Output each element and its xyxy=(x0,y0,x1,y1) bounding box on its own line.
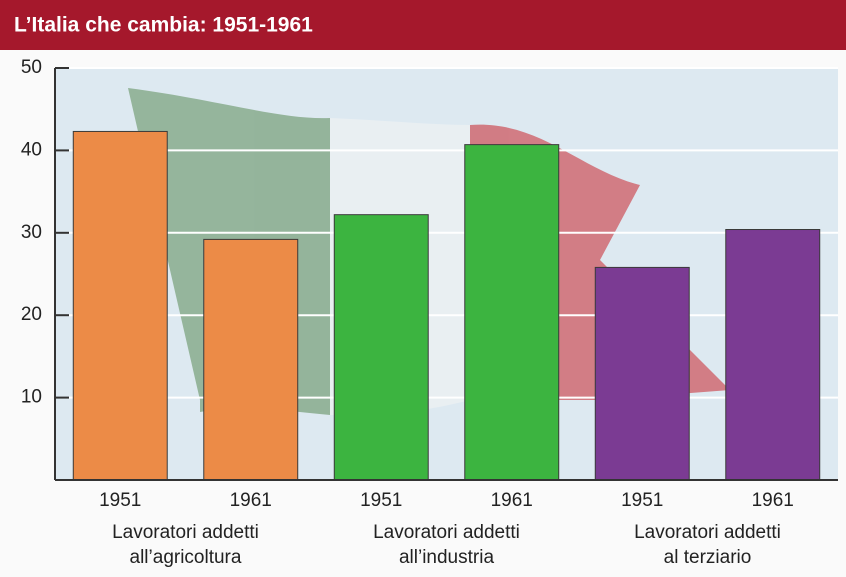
y-tick-label: 20 xyxy=(21,304,42,325)
bar xyxy=(73,131,167,480)
group-label: al terziario xyxy=(664,547,752,568)
y-tick-label: 50 xyxy=(21,57,42,78)
bar xyxy=(595,267,689,480)
bar xyxy=(465,145,559,480)
bar xyxy=(726,230,820,480)
group-label: Lavoratori addetti xyxy=(634,522,781,543)
group-label: Lavoratori addetti xyxy=(373,522,520,543)
bar xyxy=(204,239,298,480)
y-tick-label: 10 xyxy=(21,387,42,408)
group-label: all’industria xyxy=(399,547,494,568)
y-tick-label: 30 xyxy=(21,222,42,243)
group-label: Lavoratori addetti xyxy=(112,522,259,543)
chart-title: L’Italia che cambia: 1951-1961 xyxy=(14,14,313,37)
bar xyxy=(334,215,428,480)
y-tick-label: 40 xyxy=(21,139,42,160)
x-tick-label: 1961 xyxy=(752,490,794,511)
x-tick-label: 1951 xyxy=(99,490,141,511)
x-tick-label: 1951 xyxy=(360,490,402,511)
x-tick-label: 1951 xyxy=(621,490,663,511)
x-tick-label: 1961 xyxy=(491,490,533,511)
chart: L’Italia che cambia: 1951-1961 10 20 30 40 5… xyxy=(0,0,846,577)
x-tick-label: 1961 xyxy=(230,490,272,511)
group-label: all’agricoltura xyxy=(130,547,242,568)
